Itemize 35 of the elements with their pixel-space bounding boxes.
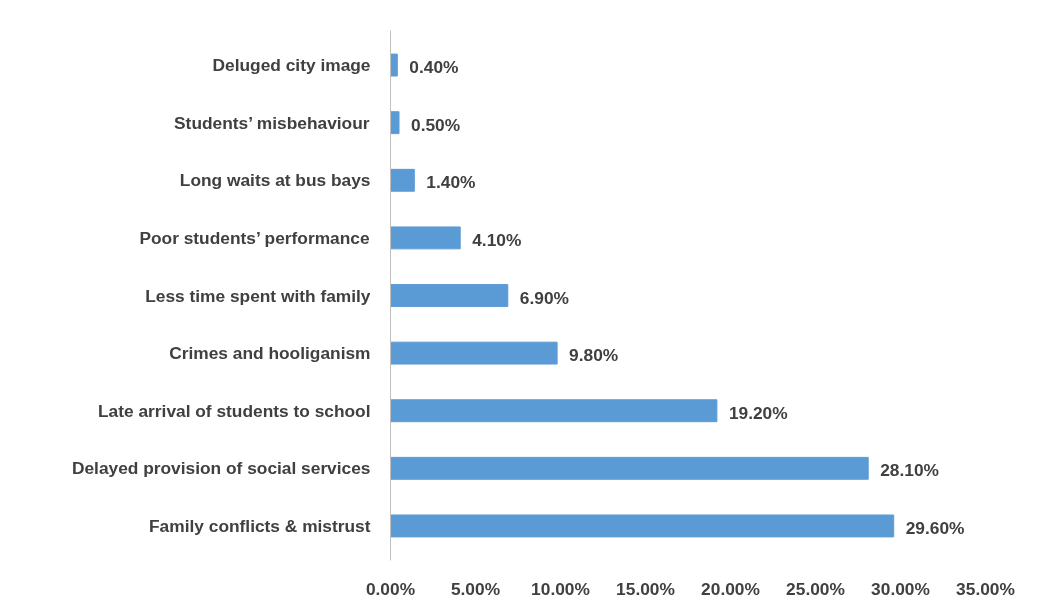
- x-tick-label: 10.00%: [531, 578, 590, 599]
- x-tick-label: 20.00%: [701, 578, 760, 599]
- y-tick-label: Delayed provision of social services: [71, 458, 371, 479]
- bar: [390, 53, 398, 77]
- data-label: 29.60%: [905, 517, 965, 538]
- data-label: 6.90%: [519, 287, 569, 308]
- y-tick-label: Students’ misbehaviour: [174, 112, 370, 133]
- x-tick-label: 30.00%: [871, 578, 930, 599]
- data-label: 9.80%: [569, 345, 619, 366]
- bar: [390, 111, 400, 135]
- bar: [390, 399, 718, 423]
- x-tick-label: 35.00%: [956, 578, 1015, 599]
- x-tick-label: 0.00%: [365, 578, 416, 599]
- x-tick-label: 25.00%: [786, 578, 845, 599]
- data-label: 0.50%: [411, 114, 461, 135]
- x-tick-label: 15.00%: [616, 578, 675, 599]
- bar: [390, 168, 415, 192]
- y-tick-label: Family conflicts & mistrust: [149, 515, 371, 536]
- y-tick-label: Late arrival of students to school: [98, 400, 371, 421]
- x-tick-label: 5.00%: [450, 578, 501, 599]
- bar: [390, 226, 461, 250]
- data-label: 19.20%: [728, 402, 788, 423]
- bar: [390, 284, 509, 307]
- data-label: 0.40%: [409, 57, 459, 78]
- bar: [390, 341, 558, 365]
- y-tick-label: Crimes and hooliganism: [169, 343, 371, 364]
- data-label: 28.10%: [880, 460, 939, 481]
- y-tick-label: Deluged city image: [212, 55, 371, 76]
- data-label: 1.40%: [426, 172, 476, 193]
- bar: [390, 456, 869, 480]
- y-tick-label: Poor students’ performance: [139, 227, 370, 248]
- y-tick-label: Less time spent with family: [145, 285, 371, 306]
- y-tick-label: Long waits at bus bays: [179, 170, 371, 191]
- data-label: 4.10%: [472, 229, 522, 250]
- bar: [390, 514, 895, 538]
